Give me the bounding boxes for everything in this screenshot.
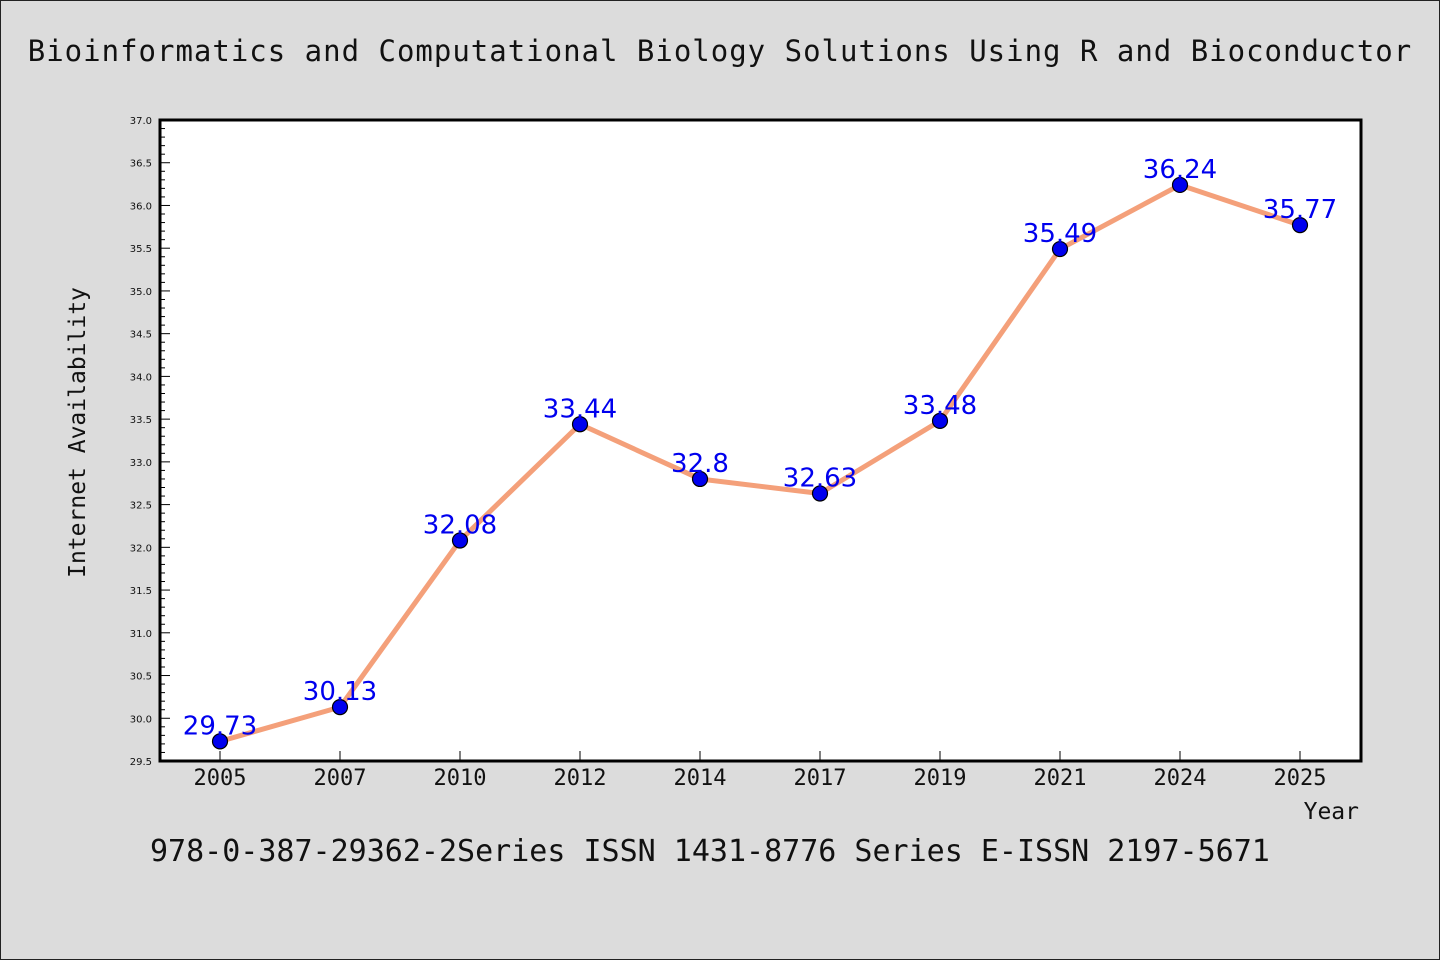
data-point	[571, 416, 589, 433]
y-tick-label: 36.5	[130, 159, 152, 170]
data-labels: 29.73 30.13 32.08 33.44 32.8 32.63 33.48 35.49 3…	[183, 155, 1337, 741]
x-tick-label: 2019	[914, 766, 967, 791]
x-tick-label: 2025	[1274, 766, 1327, 791]
data-label: 35.49	[1023, 219, 1097, 249]
footer-note: 978-0-387-29362-2Series ISSN 1431-8776 S…	[150, 834, 1270, 869]
x-tick-label: 2005	[194, 766, 247, 791]
y-tick-label: 37.0	[130, 116, 152, 127]
series-line	[219, 182, 1301, 744]
data-label: 32.63	[783, 463, 857, 493]
data-point	[331, 699, 349, 716]
data-label: 30.13	[303, 677, 377, 707]
x-tick-label: 2014	[674, 766, 727, 791]
data-label: 36.24	[1143, 155, 1217, 185]
data-label: 33.44	[543, 394, 617, 424]
x-tick-label: 2012	[554, 766, 607, 791]
x-axis-label: Year	[1304, 799, 1359, 825]
data-label: 29.73	[183, 711, 257, 741]
y-tick-label: 34.0	[130, 372, 152, 383]
data-point	[931, 412, 949, 429]
data-label: 35.77	[1263, 195, 1337, 225]
y-tick-label: 31.0	[130, 629, 152, 640]
y-tick-label: 32.5	[130, 501, 152, 512]
series	[211, 176, 1309, 750]
data-point	[1171, 176, 1189, 194]
x-tick-label: 2017	[794, 766, 847, 791]
plot-area	[158, 118, 1363, 763]
y-tick-label: 33.0	[130, 458, 152, 469]
y-tick-label: 35.0	[130, 287, 152, 298]
x-tick-label: 2007	[314, 766, 367, 791]
y-tick-label: 30.0	[130, 714, 152, 725]
chart-title: Bioinformatics and Computational Biology…	[27, 34, 1413, 68]
data-point	[451, 532, 469, 549]
y-tick-label: 29.5	[130, 757, 152, 768]
x-tick-label: 2021	[1034, 766, 1087, 791]
x-axis: 2005 2007 2010 2012 2014 2017 2019 2021 2024 2025	[194, 751, 1327, 791]
y-axis-label: Internet Availability	[65, 287, 91, 578]
y-axis: 29.5 30.0 30.5 31.0 31.5 32.0 32.5 33.0 33.5 34.0…	[130, 116, 170, 768]
data-point	[1051, 240, 1069, 258]
data-point	[1291, 217, 1309, 234]
x-tick-label: 2010	[434, 766, 487, 791]
y-tick-label: 34.5	[130, 330, 152, 341]
data-label: 32.8	[671, 449, 729, 479]
x-tick-label: 2024	[1154, 766, 1207, 791]
data-point	[811, 485, 829, 502]
y-tick-label: 33.5	[130, 415, 152, 426]
data-label: 33.48	[903, 391, 977, 421]
y-tick-label: 31.5	[130, 586, 152, 597]
y-tick-label: 36.0	[130, 201, 152, 212]
data-point	[691, 470, 709, 488]
y-tick-label: 32.0	[130, 543, 152, 554]
data-point	[211, 733, 229, 750]
data-label: 32.08	[423, 510, 497, 540]
y-tick-label: 30.5	[130, 672, 152, 683]
y-tick-label: 35.5	[130, 244, 152, 255]
